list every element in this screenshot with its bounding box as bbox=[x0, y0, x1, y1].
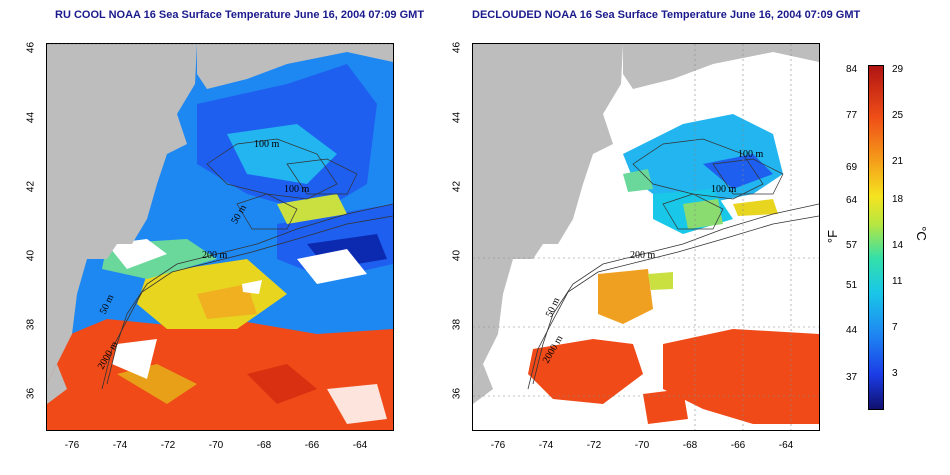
fahrenheit-unit-label: °F bbox=[825, 229, 841, 244]
lon-tick: -74 bbox=[538, 440, 554, 451]
lon-tick: -64 bbox=[352, 440, 368, 451]
temperature-colorbar bbox=[868, 65, 884, 410]
lon-tick: -68 bbox=[256, 440, 272, 451]
declouded-sst-map: 100 m 100 m 200 m 50 m 2000 m bbox=[472, 43, 820, 431]
lat-tick: 38 bbox=[451, 318, 463, 331]
lat-tick: 44 bbox=[25, 111, 37, 124]
lat-tick: 36 bbox=[451, 387, 463, 400]
celsius-tick: 29 bbox=[892, 64, 904, 75]
lat-tick: 42 bbox=[451, 180, 463, 193]
contour-label: 100 m bbox=[711, 184, 737, 195]
fahrenheit-tick: 84 bbox=[846, 64, 858, 75]
celsius-tick: 14 bbox=[892, 240, 904, 251]
declouded-sst-image bbox=[473, 44, 819, 430]
celsius-tick: 3 bbox=[892, 368, 898, 379]
lon-tick: -76 bbox=[64, 440, 80, 451]
right-map-title: DECLOUDED NOAA 16 Sea Surface Temperatur… bbox=[472, 9, 861, 21]
fahrenheit-tick: 57 bbox=[846, 240, 858, 251]
fahrenheit-tick: 77 bbox=[846, 110, 858, 121]
lat-tick: 46 bbox=[451, 41, 463, 54]
celsius-unit-label: °C bbox=[913, 226, 929, 241]
lon-tick: -66 bbox=[304, 440, 320, 451]
celsius-tick: 7 bbox=[892, 322, 898, 333]
lat-tick: 46 bbox=[25, 41, 37, 54]
lon-tick: -72 bbox=[586, 440, 602, 451]
contour-label: 100 m bbox=[254, 139, 280, 150]
celsius-tick: 18 bbox=[892, 194, 904, 205]
lat-tick: 40 bbox=[451, 249, 463, 262]
lat-tick: 38 bbox=[25, 318, 37, 331]
lon-tick: -76 bbox=[490, 440, 506, 451]
fahrenheit-tick: 51 bbox=[846, 280, 858, 291]
left-map-title: RU COOL NOAA 16 Sea Surface Temperature … bbox=[55, 9, 425, 21]
lon-tick: -70 bbox=[208, 440, 224, 451]
lat-tick: 44 bbox=[451, 111, 463, 124]
lat-tick: 36 bbox=[25, 387, 37, 400]
celsius-tick: 11 bbox=[892, 276, 903, 287]
fahrenheit-tick: 64 bbox=[846, 195, 858, 206]
lon-tick: -74 bbox=[112, 440, 128, 451]
celsius-tick: 25 bbox=[892, 110, 904, 121]
ru-cool-sst-map: 100 m 100 m 50 m 200 m 50 m 2000 m bbox=[46, 43, 394, 431]
lon-tick: -66 bbox=[730, 440, 746, 451]
lat-tick: 42 bbox=[25, 180, 37, 193]
ru-cool-sst-image bbox=[47, 44, 393, 430]
contour-label: 100 m bbox=[738, 149, 764, 160]
contour-label: 200 m bbox=[630, 250, 656, 261]
lon-tick: -68 bbox=[682, 440, 698, 451]
celsius-tick: 21 bbox=[892, 156, 904, 167]
lon-tick: -64 bbox=[778, 440, 794, 451]
lon-tick: -70 bbox=[634, 440, 650, 451]
fahrenheit-tick: 37 bbox=[846, 372, 858, 383]
fahrenheit-tick: 44 bbox=[846, 325, 858, 336]
lon-tick: -72 bbox=[160, 440, 176, 451]
lat-tick: 40 bbox=[25, 249, 37, 262]
fahrenheit-tick: 69 bbox=[846, 162, 858, 173]
contour-label: 200 m bbox=[202, 250, 228, 261]
contour-label: 100 m bbox=[284, 184, 310, 195]
